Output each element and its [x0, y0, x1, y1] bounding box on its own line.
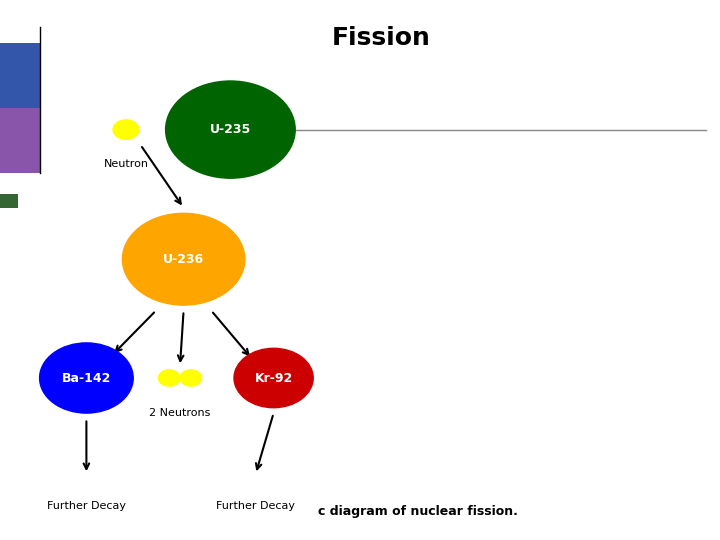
Text: c diagram of nuclear fission.: c diagram of nuclear fission.: [318, 505, 518, 518]
Circle shape: [166, 81, 295, 178]
FancyBboxPatch shape: [0, 108, 40, 173]
Text: 2 Neutrons: 2 Neutrons: [149, 408, 211, 418]
Circle shape: [234, 348, 313, 408]
Circle shape: [122, 213, 245, 305]
Text: Neutron: Neutron: [104, 159, 148, 170]
FancyBboxPatch shape: [0, 194, 18, 208]
Circle shape: [158, 370, 180, 386]
Text: Further Decay: Further Decay: [216, 501, 295, 511]
Text: +: +: [169, 120, 184, 139]
Text: Further Decay: Further Decay: [47, 501, 126, 511]
Text: U-236: U-236: [163, 253, 204, 266]
Text: Ba-142: Ba-142: [62, 372, 111, 384]
Text: Kr-92: Kr-92: [254, 372, 293, 384]
Circle shape: [40, 343, 133, 413]
Circle shape: [113, 120, 139, 139]
Text: Fission: Fission: [332, 26, 431, 50]
Text: U-235: U-235: [210, 123, 251, 136]
FancyBboxPatch shape: [0, 43, 40, 108]
Circle shape: [180, 370, 202, 386]
